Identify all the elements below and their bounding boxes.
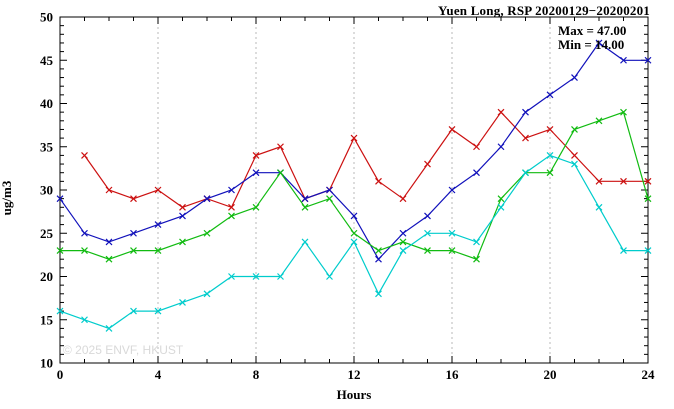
svg-text:45: 45 <box>40 53 54 68</box>
svg-text:4: 4 <box>155 367 162 382</box>
svg-text:20: 20 <box>544 367 557 382</box>
svg-text:24: 24 <box>642 367 656 382</box>
svg-text:8: 8 <box>253 367 260 382</box>
svg-text:15: 15 <box>40 312 54 327</box>
max-value-label: Max = 47.00 <box>558 23 627 38</box>
svg-text:35: 35 <box>40 139 54 154</box>
max-min-annotation: Max = 47.00 Min = 14.00 <box>558 24 626 52</box>
svg-text:50: 50 <box>40 10 53 25</box>
svg-text:25: 25 <box>40 226 54 241</box>
svg-text:20: 20 <box>40 269 53 284</box>
svg-text:10: 10 <box>40 356 53 371</box>
x-axis-label: Hours <box>336 387 372 402</box>
svg-text:16: 16 <box>446 367 460 382</box>
svg-text:0: 0 <box>57 367 64 382</box>
y-axis-label: ug/m3 <box>0 180 14 216</box>
chart-title: Yuen Long, RSP 20200129−20200201 <box>438 3 650 18</box>
min-value-label: Min = 14.00 <box>558 37 625 52</box>
watermark-text: © 2025 ENVF, HKUST <box>63 343 184 357</box>
svg-text:40: 40 <box>40 96 53 111</box>
svg-text:30: 30 <box>40 183 53 198</box>
svg-text:12: 12 <box>348 367 361 382</box>
